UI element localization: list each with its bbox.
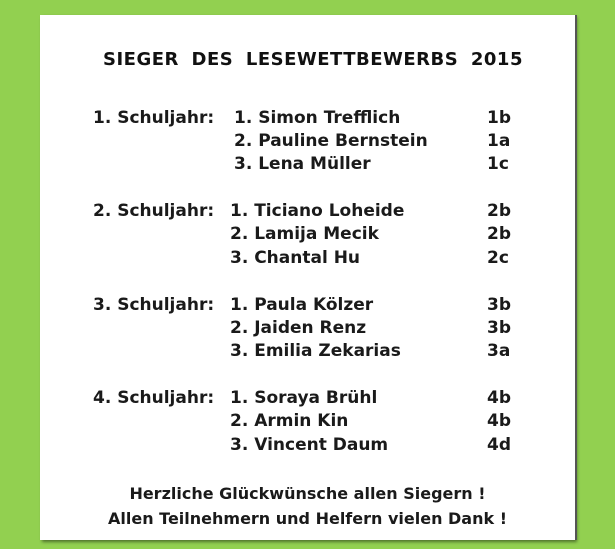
winner-name: 1. Soraya Brühl <box>230 388 378 408</box>
title-word-lesewettbewerbs: LESEWETTBEWERBS <box>245 49 459 70</box>
winner-name: 3. Emilia Zekarias <box>230 341 401 361</box>
grade-label-4: 4. Schuljahr: <box>93 388 215 408</box>
winner-name: 1. Paula Kölzer <box>230 295 374 315</box>
winner-name: 3. Vincent Daum <box>230 435 389 455</box>
winner-name: 3. Lena Müller <box>234 154 371 174</box>
winner-name: 2. Pauline Bernstein <box>234 131 428 151</box>
winner-class: 2b <box>487 224 511 244</box>
winner-class: 4b <box>487 411 511 431</box>
winner-class: 1c <box>487 154 509 174</box>
grade-label-3: 3. Schuljahr: <box>93 295 215 315</box>
grade-label-1: 1. Schuljahr: <box>93 108 215 128</box>
winner-class: 4b <box>487 388 511 408</box>
winner-name: 2. Armin Kin <box>230 411 349 431</box>
winner-name: 1. Simon Trefflich <box>234 108 401 128</box>
winner-class: 4d <box>487 435 511 455</box>
congratulations-line: Herzliche Glückwünsche allen Siegern ! <box>129 484 486 503</box>
winner-name: 3. Chantal Hu <box>230 248 361 268</box>
title-word-sieger: SIEGER <box>103 49 179 70</box>
winner-class: 1b <box>487 108 511 128</box>
grade-label-2: 2. Schuljahr: <box>93 201 215 221</box>
title-year: 2015 <box>470 49 523 70</box>
winner-class: 3a <box>487 341 511 361</box>
announcement-sheet <box>40 15 577 540</box>
sheet-shadow-edge <box>575 15 577 540</box>
winner-class: 1a <box>487 131 511 151</box>
winner-name: 2. Lamija Mecik <box>230 224 379 244</box>
winner-class: 2c <box>487 248 509 268</box>
announcement-title: SIEGER DES LESEWETTBEWERBS 2015 <box>103 49 523 70</box>
winner-class: 3b <box>487 295 511 315</box>
winner-class: 2b <box>487 201 511 221</box>
winner-name: 2. Jaiden Renz <box>230 318 367 338</box>
winner-class: 3b <box>487 318 511 338</box>
thanks-line: Allen Teilnehmern und Helfern vielen Dan… <box>107 509 507 528</box>
winner-name: 1. Ticiano Loheide <box>230 201 405 221</box>
title-word-des: DES <box>191 49 234 70</box>
